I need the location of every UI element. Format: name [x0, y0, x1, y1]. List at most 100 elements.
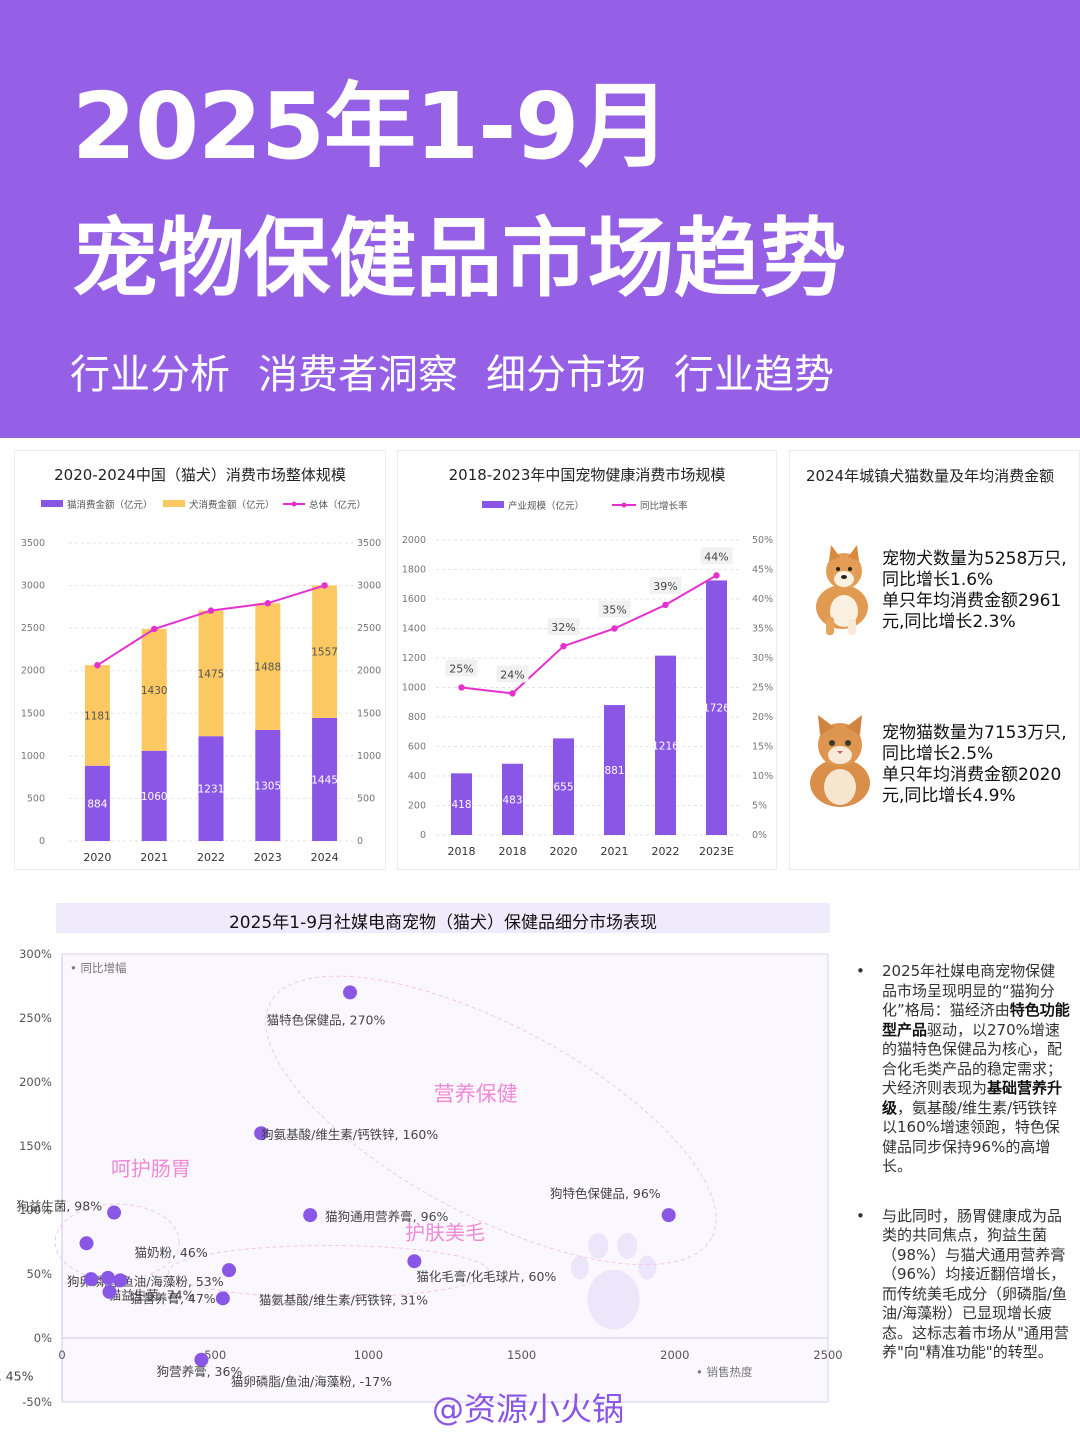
scatter-title-bar: 2025年1-9月社媒电商宠物（猫犬）保健品细分市场表现 — [56, 903, 830, 933]
y2-tick-label: 1500 — [357, 708, 381, 719]
data-label: 1181 — [84, 710, 111, 722]
dog-line-2: 同比增长1.6% — [882, 570, 994, 590]
y-tick-label: 0 — [420, 830, 426, 841]
x-tick-label: 2023 — [254, 851, 282, 864]
scatter-point — [84, 1272, 99, 1287]
bar-dog-2022 — [198, 610, 224, 737]
data-label: 1445 — [311, 774, 338, 786]
dog-line-1: 宠物犬数量为5258万只, — [882, 549, 1067, 569]
point-label: 猫氨基酸/维生素/钙铁锌, 31% — [259, 1292, 428, 1307]
y2-tick-label: 3000 — [357, 581, 381, 592]
tag-row: 行业分析 消费者洞察 细分市场 行业趋势 — [70, 342, 834, 400]
y-tick-label: 1800 — [402, 565, 426, 576]
pets-panel: 2024年城镇犬猫数量及年均消费金额 宠物犬数量为5258万只, 同比增长1.6… — [789, 450, 1080, 870]
note1-text-c: ，氨基酸/维生素/钙铁锌以160%增速领跑，特色保健品同步保持96%的高增长。 — [882, 1098, 1060, 1176]
y-tick-label: 2000 — [21, 666, 45, 677]
data-label: 881 — [604, 765, 624, 777]
y2-tick-label: 2000 — [357, 666, 381, 677]
scatter-point — [79, 1236, 94, 1251]
scatter-point — [215, 1291, 230, 1306]
y-axis-label: • 同比增幅 — [70, 961, 126, 975]
pets-panel-title: 2024年城镇犬猫数量及年均消费金额 — [806, 467, 1055, 485]
bar-2022 — [655, 655, 676, 835]
data-label: 1557 — [311, 647, 338, 659]
data-label: 1231 — [198, 784, 225, 796]
chart1-panel: 2020-2024中国（猫犬）消费市场整体规模 猫消费金额（亿元） 犬消费金额（亿… — [14, 450, 386, 870]
x-tick-label: 2018 — [499, 845, 527, 858]
legend-swatch — [163, 500, 185, 507]
y-tick-label: 3500 — [21, 538, 45, 549]
total-point — [207, 607, 215, 614]
bar-cat-2022 — [198, 736, 224, 841]
x-tick-label: 2024 — [311, 851, 339, 864]
group-ellipse-nutrition — [265, 975, 717, 1266]
legend-label: 犬消费金额（亿元） — [189, 499, 275, 511]
total-point — [264, 599, 271, 607]
y-tick-label: 400 — [408, 771, 426, 782]
y2-tick-label: 10% — [752, 771, 773, 782]
dog-stats: 宠物犬数量为5258万只, 同比增长1.6% 单只年均消费金额2961 元,同比… — [882, 549, 1067, 633]
y2-tick-label: 35% — [752, 624, 773, 635]
bar-cat-2021 — [141, 750, 167, 841]
y-tick-label: 0 — [39, 836, 45, 847]
note1-text-a: 2025年社媒电商宠物保健品市场呈现明显的“猫狗分化”格局：猫经济由 — [882, 962, 1056, 1019]
cat-line-3: 单只年均消费金额2020 — [882, 765, 1062, 785]
x-tick-label: 2020 — [83, 851, 111, 864]
x-tick-label: 2021 — [601, 845, 629, 858]
growth-label: 32% — [551, 621, 575, 634]
bar-2018 — [502, 763, 523, 835]
bar-dog-2023 — [255, 603, 281, 730]
point-label: 猫奶粉, 46% — [134, 1245, 207, 1260]
paw-print — [587, 1269, 640, 1330]
bar-2021 — [604, 705, 625, 835]
scatter-title: 2025年1-9月社媒电商宠物（猫犬）保健品细分市场表现 — [228, 913, 658, 933]
scatter-point — [407, 1254, 422, 1269]
analysis-notes: • 2025年社媒电商宠物保健品市场呈现明显的“猫狗分化”格局：猫经济由特色功能… — [850, 962, 1070, 1393]
x-tick-label: 1000 — [354, 1348, 383, 1362]
y2-tick-label: 3500 — [357, 538, 381, 549]
total-point — [321, 582, 328, 589]
growth-label-bg — [598, 600, 631, 618]
cat-line-2: 同比增长2.5% — [882, 744, 994, 764]
bar-2023E — [706, 580, 727, 835]
chart2-title: 2018-2023年中国宠物健康消费市场规模 — [448, 466, 726, 484]
growth-point — [611, 625, 618, 632]
dog-line-4: 元,同比增长2.3% — [882, 612, 1016, 632]
group-label: 呵护肠胃 — [111, 1156, 191, 1180]
header-banner: 2025年1-9月 宠物保健品市场趋势 行业分析 消费者洞察 细分市场 行业趋势 — [0, 0, 1080, 438]
growth-label-bg — [649, 576, 682, 594]
growth-point — [560, 643, 567, 650]
group-label: 营养保健 — [434, 1082, 518, 1106]
note-2: • 与此同时，肠胃健康成为品类的共同焦点，狗益生菌（98%）与猫犬通用营养膏（9… — [850, 1207, 1070, 1363]
growth-point — [713, 572, 720, 579]
bar-dog-2024 — [312, 585, 338, 718]
watermark: @资源小火锅 — [432, 1390, 625, 1428]
note1-bold-a: 特色功能型产品 — [882, 1001, 1070, 1039]
scatter-point — [113, 1273, 128, 1288]
scatter-point — [221, 1263, 236, 1278]
y-tick-label: 3000 — [21, 581, 45, 592]
growth-label-bg — [700, 547, 733, 565]
bar-cat-2023 — [255, 729, 281, 841]
y-tick-label: 1500 — [21, 708, 45, 719]
y-tick-label: -50% — [22, 1395, 52, 1409]
point-label: 猫营养膏, 47% — [130, 1291, 216, 1306]
y-tick-label: 100% — [19, 1203, 52, 1217]
paw-print — [588, 1232, 609, 1259]
data-label: 884 — [87, 798, 107, 810]
x-tick-label: 2000 — [660, 1348, 689, 1362]
y-tick-label: 2500 — [21, 623, 45, 634]
chart2-svg: 产业规模（亿元） 同比增长率 0 200 400 600 800 1000 1200 1400 16… — [402, 500, 773, 858]
y-tick-label: 1200 — [402, 653, 426, 664]
data-label: 1726 — [703, 703, 730, 715]
growth-label: 25% — [449, 663, 473, 676]
y-tick-label: 1600 — [402, 594, 426, 605]
data-label: 655 — [553, 782, 573, 794]
y-tick-label: 50% — [26, 1267, 52, 1281]
paw-print — [638, 1255, 657, 1280]
y-tick-label: 2000 — [402, 535, 426, 546]
dog-line-3: 单只年均消费金额2961 — [882, 591, 1062, 611]
growth-point — [509, 690, 516, 697]
point-label: 猫卵磷脂/鱼油/海藻粉, -17% — [231, 1374, 392, 1389]
y2-tick-label: 5% — [752, 801, 767, 812]
